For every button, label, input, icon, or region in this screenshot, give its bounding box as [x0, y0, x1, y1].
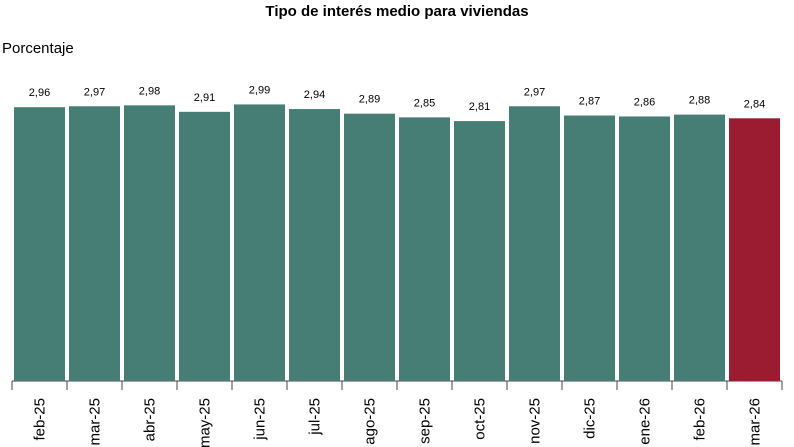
bar [564, 115, 615, 382]
value-label: 2,94 [304, 89, 325, 101]
value-label: 2,89 [359, 94, 380, 106]
x-tick-label: ago-25 [362, 398, 379, 445]
value-label: 2,81 [469, 101, 490, 113]
value-label: 2,86 [634, 96, 655, 108]
bar [289, 109, 340, 382]
bar [399, 117, 450, 381]
x-tick-label: mar-26 [747, 398, 764, 446]
x-tick-label: oct-25 [472, 398, 489, 440]
x-tick-label: feb-25 [32, 398, 49, 441]
value-label: 2,97 [84, 86, 105, 98]
value-label: 2,99 [249, 84, 270, 96]
bar [674, 114, 725, 381]
value-label: 2,96 [29, 87, 50, 99]
bar [14, 107, 65, 381]
x-tick-label: jul-25 [307, 398, 324, 436]
value-label: 2,87 [579, 96, 600, 108]
bar [234, 104, 285, 382]
value-label: 2,84 [744, 98, 765, 110]
bar [454, 121, 505, 381]
x-tick-label: sep-25 [417, 398, 434, 444]
bar [179, 111, 230, 381]
bar [69, 106, 120, 382]
bar [344, 113, 395, 382]
bar [509, 106, 560, 382]
y-axis-label: Porcentaje [2, 40, 74, 57]
x-tick-label: mar-25 [87, 398, 104, 446]
bar [124, 105, 175, 381]
value-label: 2,85 [414, 97, 435, 109]
value-label: 2,88 [689, 95, 710, 107]
value-label: 2,98 [139, 85, 160, 97]
x-tick-label: ene-26 [637, 398, 654, 445]
x-tick-label: may-25 [197, 398, 214, 447]
value-label: 2,97 [524, 86, 545, 98]
bar [619, 116, 670, 381]
x-tick-label: abr-25 [142, 398, 159, 441]
x-tick-label: jun-25 [252, 398, 269, 441]
chart-title: Tipo de interés medio para viviendas [265, 3, 528, 20]
x-tick-label: feb-26 [692, 398, 709, 441]
bar [729, 118, 780, 382]
x-tick-label: dic-25 [582, 398, 599, 439]
x-tick-label: nov-25 [527, 398, 544, 444]
value-label: 2,91 [194, 92, 215, 104]
